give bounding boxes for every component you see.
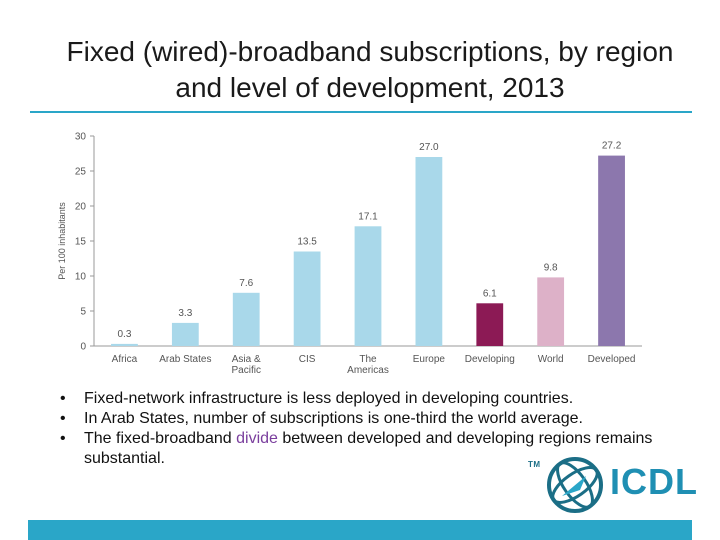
bar [415,157,443,346]
icdl-logo: TM ICDL [528,452,698,513]
x-tick-label: Europe [413,354,446,365]
highlighted-word: divide [236,430,278,447]
y-tick-label: 25 [75,167,87,178]
x-tick-label: Developed [588,354,636,365]
bar-chart: 0 5 10 15 20 25 30 Per 100 inhabitants 0.3 Africa… [57,132,642,376]
y-tick-label: 30 [75,132,87,143]
y-tick-label: 5 [80,307,86,318]
slide-title: Fixed (wired)-broadband subscriptions, b… [66,36,674,103]
bar [171,322,199,346]
bar [354,226,382,346]
x-tick-label: Arab States [159,354,211,365]
bullet-list: Fixed-network infrastructure is less dep… [56,389,676,469]
x-tick-label: The Americas [347,354,389,376]
bar [537,277,565,346]
trademark-mark: TM [528,460,541,469]
bullet-item: The fixed-broadband divide between devel… [56,429,676,469]
data-label: 17.1 [358,211,378,222]
data-label: 27.2 [602,141,622,152]
data-label: 6.1 [483,288,497,299]
data-label: 9.8 [544,262,558,273]
logo-text: ICDL [610,461,698,502]
bullet-text: In Arab States, number of subscriptions … [84,410,583,427]
x-tick-label: Developing [465,354,515,365]
bullet-item: In Arab States, number of subscriptions … [56,409,676,429]
title-divider [30,111,692,113]
x-tick-label: CIS [299,354,316,365]
data-label: 27.0 [419,142,439,153]
bullet-text: Fixed-network infrastructure is less dep… [84,390,574,407]
bar [111,343,138,346]
globe-icon [547,457,603,513]
data-label: 3.3 [178,308,192,319]
footer-bar [28,520,692,540]
x-tick-label: Asia & Pacific [231,354,261,376]
y-tick-label: 15 [75,237,87,248]
bar [232,292,260,346]
bar [293,251,321,346]
bullet-text: The fixed-broadband [84,430,237,447]
data-label: 0.3 [117,329,131,340]
y-axis-label: Per 100 inhabitants [57,202,67,280]
y-tick-label: 0 [80,342,86,353]
bullet-item: Fixed-network infrastructure is less dep… [56,389,676,409]
x-tick-label: Africa [112,354,138,365]
bar [598,155,625,346]
bullet-text: between developed and developing regions… [84,430,653,467]
x-tick-label: World [538,354,564,365]
data-label: 13.5 [297,237,317,248]
bar [476,303,504,346]
y-tick-label: 10 [75,272,87,283]
data-label: 7.6 [239,278,253,289]
y-tick-label: 20 [75,202,87,213]
